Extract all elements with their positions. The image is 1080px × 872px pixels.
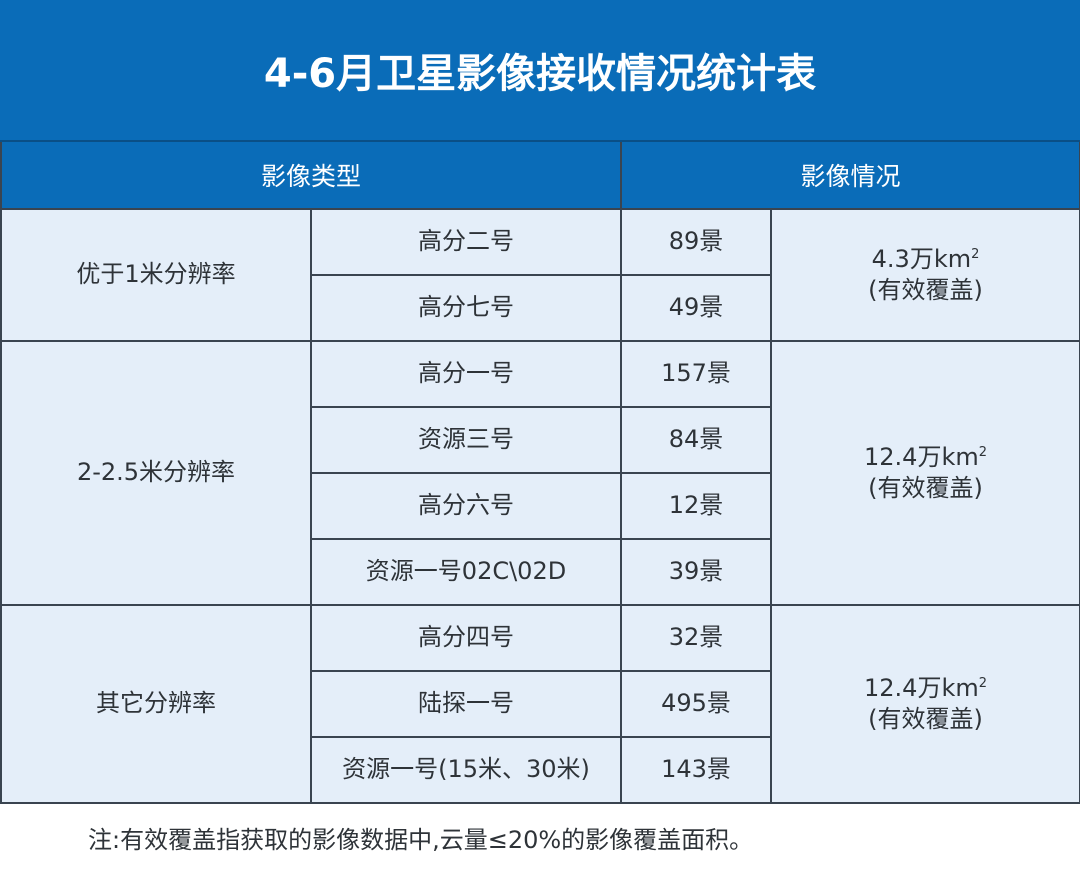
- satellite-name: 陆探一号: [309, 670, 623, 738]
- resolution-category: 优于1米分辨率: [0, 208, 312, 342]
- coverage-cell: 4.3万km2 (有效覆盖): [770, 208, 1080, 342]
- satellite-name: 资源一号(15米、30米): [309, 736, 623, 804]
- image-count: 84景: [620, 406, 773, 474]
- table-row: 其它分辨率 高分四号 32景 12.4万km2 (有效覆盖): [0, 604, 1080, 804]
- coverage-cell: 12.4万km2 (有效覆盖): [770, 340, 1080, 606]
- image-count: 49景: [620, 274, 773, 342]
- satellite-name: 资源一号02C\02D: [309, 538, 623, 606]
- coverage-note: (有效覆盖): [868, 705, 983, 733]
- header-row: 影像类型 影像情况: [0, 142, 1080, 210]
- satellite-name: 高分六号: [309, 472, 623, 540]
- table-row: 资源三号 84景: [1, 406, 1080, 474]
- image-count: 12景: [620, 472, 773, 540]
- coverage-value: 12.4万km: [864, 442, 979, 471]
- coverage-superscript: 2: [978, 675, 988, 691]
- coverage-note: (有效覆盖): [868, 276, 983, 304]
- table-row: 高分七号 49景: [1, 274, 1080, 342]
- table-row: 优于1米分辨率 高分二号 89景 4.3万km2 (有效覆盖): [0, 208, 1080, 342]
- image-count: 32景: [620, 604, 773, 672]
- image-count: 495景: [620, 670, 773, 738]
- table-row: 2-2.5米分辨率 高分一号 157景 12.4万km2 (有效覆盖): [0, 340, 1080, 606]
- coverage-value: 4.3万km: [871, 244, 972, 273]
- header-image-type: 影像类型: [0, 142, 623, 210]
- table-row: 资源一号(15米、30米) 143景: [1, 736, 1080, 804]
- satellite-name: 资源三号: [309, 406, 623, 474]
- coverage-superscript: 2: [971, 246, 980, 262]
- satellite-name: 高分四号: [309, 604, 623, 672]
- table-row: 陆探一号 495景: [1, 670, 1080, 738]
- coverage-value: 12.4万km: [864, 673, 979, 702]
- coverage-cell: 12.4万km2 (有效覆盖): [770, 604, 1080, 804]
- satellite-name: 高分二号: [309, 208, 623, 276]
- image-count: 143景: [620, 736, 773, 804]
- footnote: 注:有效覆盖指获取的影像数据中,云量≤20%的影像覆盖面积。: [88, 826, 754, 854]
- image-count: 157景: [620, 340, 773, 408]
- coverage-note: (有效覆盖): [868, 474, 983, 502]
- header-image-status: 影像情况: [620, 142, 1080, 210]
- statistics-table: 影像类型 影像情况 优于1米分辨率 高分二号 89景 4.3万km2 (有效覆盖) 高分七…: [0, 142, 1080, 804]
- satellite-name: 高分七号: [309, 274, 623, 342]
- coverage-superscript: 2: [978, 444, 988, 460]
- satellite-name: 高分一号: [309, 340, 623, 408]
- resolution-category: 2-2.5米分辨率: [0, 340, 312, 606]
- table-row: 高分六号 12景: [1, 472, 1080, 540]
- resolution-category: 其它分辨率: [0, 604, 312, 804]
- image-count: 39景: [620, 538, 773, 606]
- table-title: 4-6月卫星影像接收情况统计表: [0, 0, 1080, 142]
- image-count: 89景: [620, 208, 773, 276]
- table-row: 资源一号02C\02D 39景: [1, 538, 1080, 606]
